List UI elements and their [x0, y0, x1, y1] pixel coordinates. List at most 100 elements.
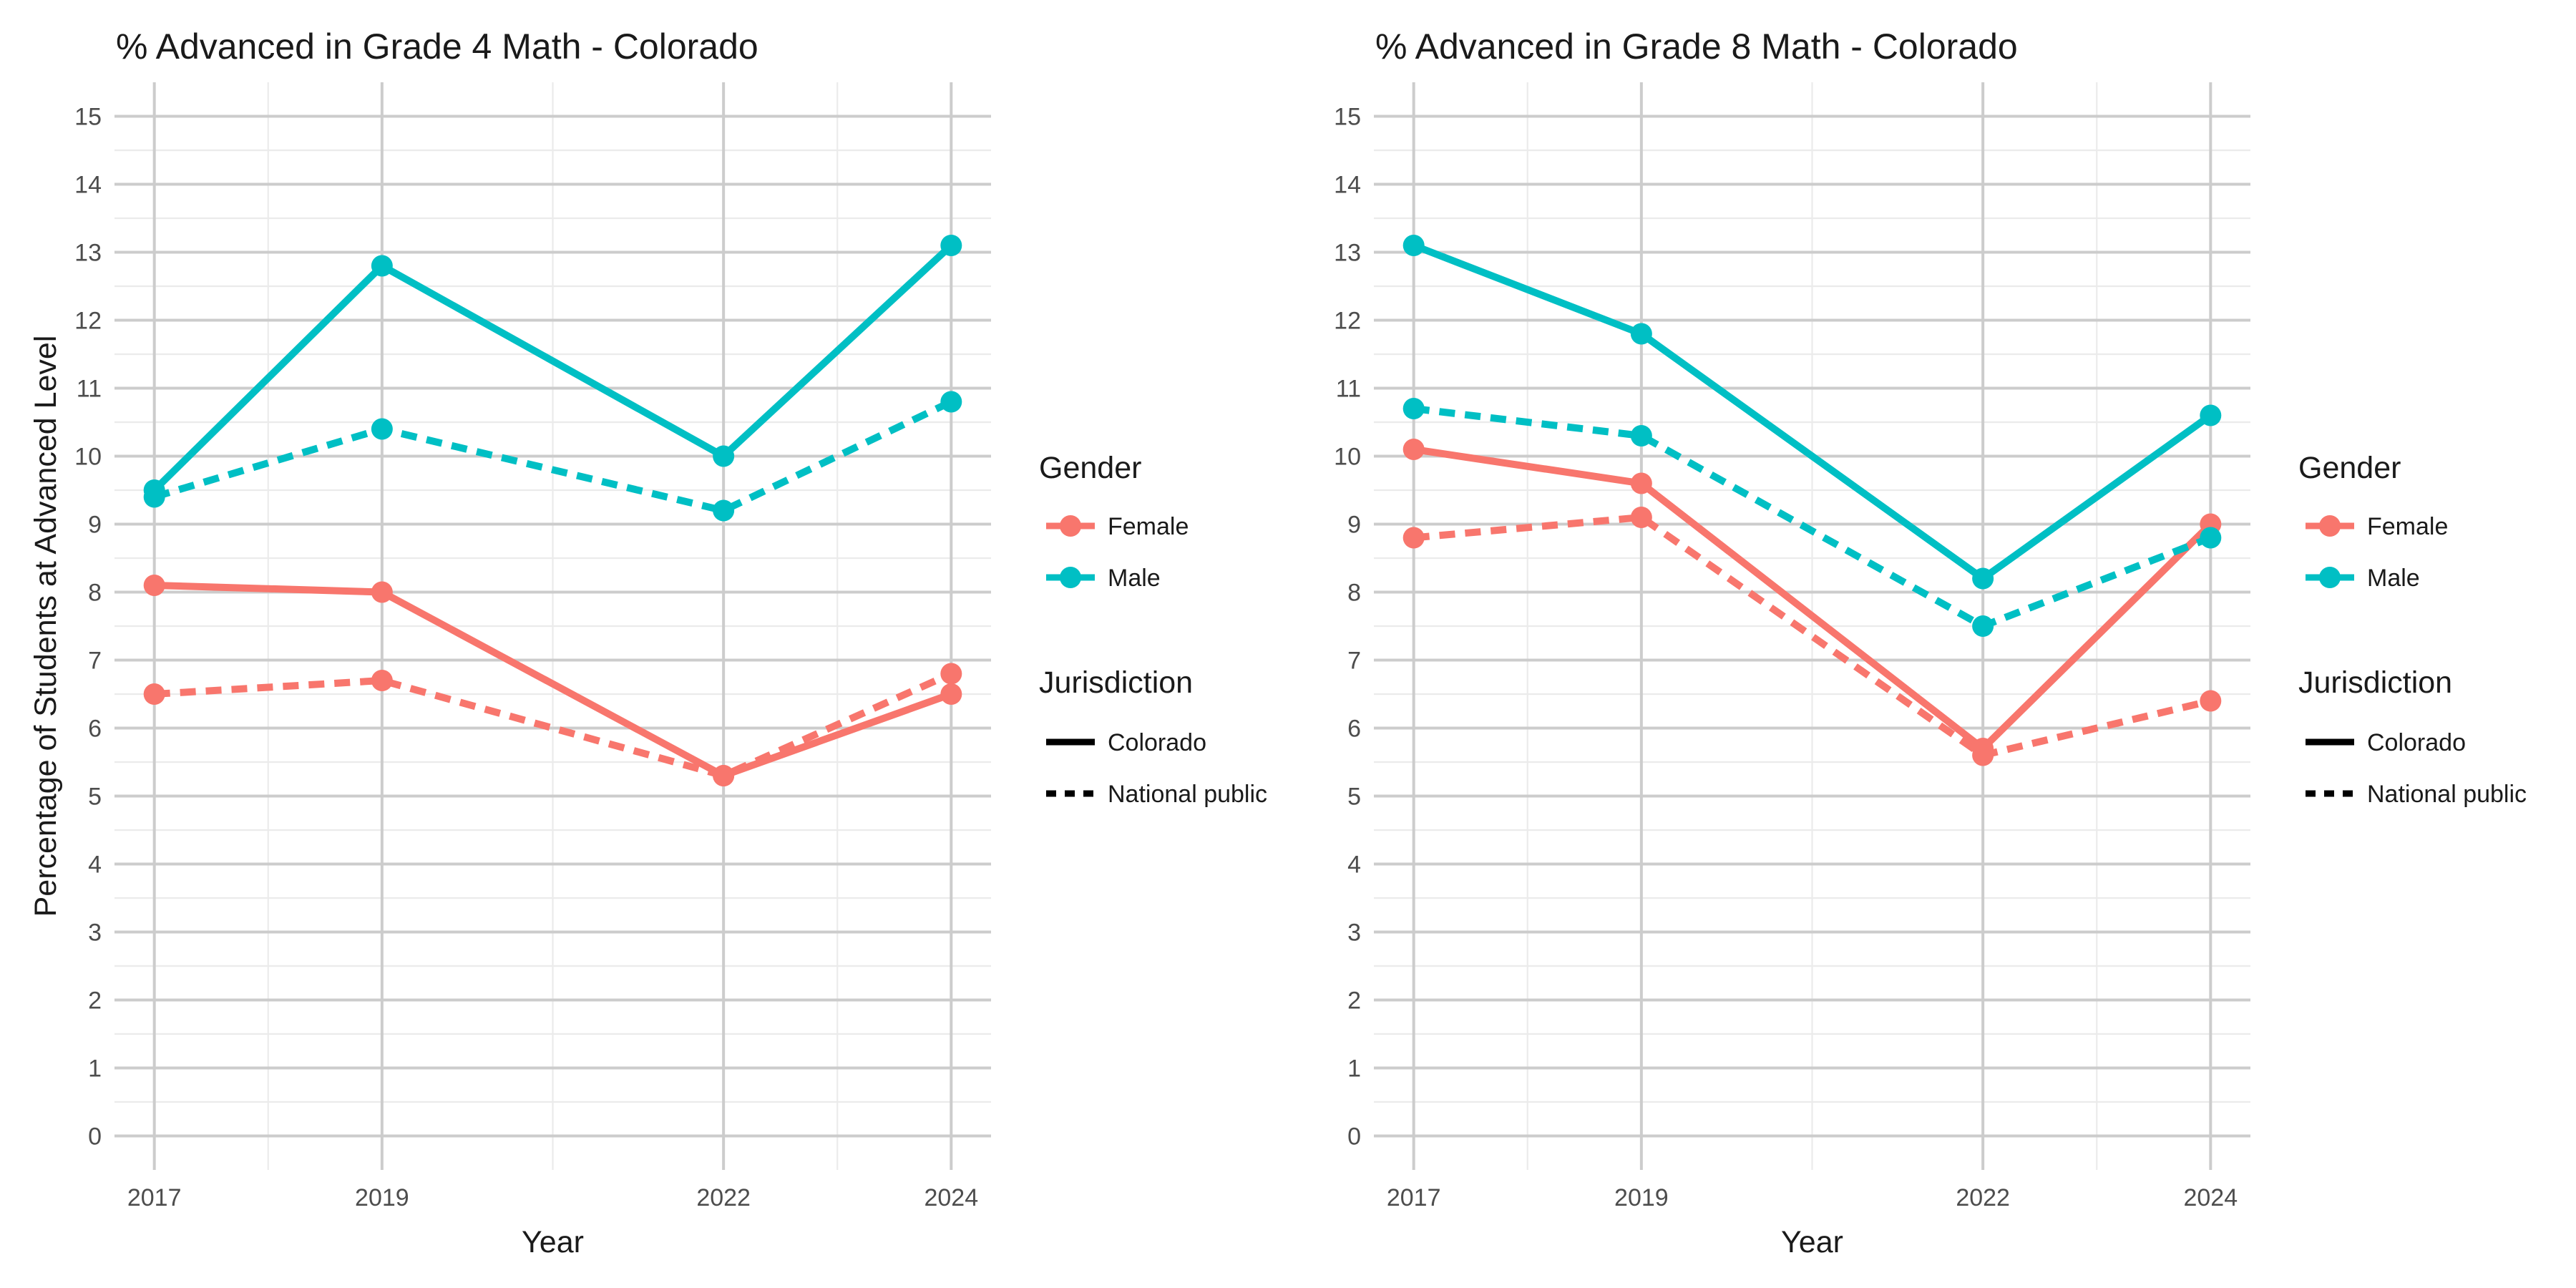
y-tick-label: 15: [1334, 104, 1361, 131]
y-tick-label: 2: [88, 987, 102, 1015]
data-point-female: [371, 670, 393, 691]
y-tick-label: 0: [88, 1123, 102, 1151]
x-tick-label: 2017: [127, 1184, 182, 1211]
y-tick-label: 9: [88, 512, 102, 539]
y-tick-label: 5: [88, 784, 102, 811]
data-point-male: [1972, 615, 1994, 637]
x-tick-label: 2024: [924, 1184, 978, 1211]
legend-key-point: [1060, 515, 1081, 537]
series-line-female-colorado: [1413, 446, 2213, 752]
x-axis-label: Year: [1781, 1225, 1843, 1259]
legend-item-label: Colorado: [2367, 729, 2466, 756]
y-tick-label: 6: [88, 716, 102, 743]
x-tick-label: 2019: [355, 1184, 409, 1211]
legend-item-label: Colorado: [1108, 729, 1206, 756]
data-point-female: [143, 575, 165, 596]
y-tick-label: 9: [1347, 512, 1361, 539]
series-line-male-colorado: [1412, 242, 2213, 582]
y-tick-label: 1: [88, 1055, 102, 1083]
data-point-female: [940, 663, 962, 685]
data-point-female: [1630, 472, 1652, 494]
legend-item-label: National public: [1108, 781, 1267, 808]
y-tick-label: 0: [1347, 1123, 1361, 1151]
x-tick-label: 2019: [1614, 1184, 1669, 1211]
y-tick-label: 14: [74, 172, 102, 199]
y-tick-label: 11: [77, 376, 102, 403]
data-point-female: [2200, 690, 2222, 712]
series-line-female-national-public: [154, 670, 953, 779]
data-point-female: [713, 765, 735, 786]
data-point-female: [371, 581, 393, 603]
legend-item-label: National public: [2367, 781, 2527, 808]
data-point-female: [1630, 507, 1652, 528]
data-point-male: [143, 486, 165, 508]
series-line-female-colorado: [154, 582, 952, 779]
data-point-male: [1630, 323, 1652, 345]
legend-title-jurisdiction: Jurisdiction: [1039, 665, 1193, 700]
y-tick-label: 6: [1347, 716, 1361, 743]
y-tick-label: 12: [1334, 308, 1361, 335]
data-point-male: [371, 255, 393, 277]
y-tick-label: 7: [88, 648, 102, 675]
series-line-male-national-public: [153, 398, 953, 514]
data-point-male: [2200, 527, 2222, 549]
series-line-male-colorado: [152, 243, 954, 493]
data-point-male: [2200, 404, 2222, 426]
y-tick-label: 8: [1347, 580, 1361, 607]
y-tick-label: 3: [88, 919, 102, 947]
data-point-female: [940, 683, 962, 705]
data-point-female: [143, 683, 165, 705]
data-point-male: [371, 418, 393, 440]
legend-key-point: [2319, 567, 2341, 588]
y-tick-label: 4: [88, 852, 102, 879]
legend-title-gender: Gender: [2298, 451, 2401, 485]
legend: Gender Female Male Jurisdiction Colorado Nati…: [1039, 451, 1267, 808]
legend-key-point: [1060, 567, 1081, 588]
legend-item-label: Male: [1108, 565, 1161, 592]
y-axis-label: Percentage of Students at Advanced Level: [29, 336, 63, 917]
data-point-female: [1402, 527, 1425, 549]
y-tick-label: 4: [1347, 852, 1361, 879]
y-tick-label: 10: [74, 444, 102, 471]
legend-key-point: [2319, 515, 2341, 537]
legend-item-label: Male: [2367, 565, 2420, 592]
y-tick-label: 13: [74, 240, 102, 267]
y-tick-label: 15: [74, 104, 102, 131]
legend-title-jurisdiction: Jurisdiction: [2298, 665, 2452, 700]
data-point-male: [940, 235, 962, 256]
y-tick-label: 3: [1347, 919, 1361, 947]
x-tick-label: 2024: [2183, 1184, 2238, 1211]
data-point-male: [1630, 425, 1652, 447]
data-point-male: [713, 499, 735, 522]
data-point-male: [1972, 567, 1994, 590]
x-tick-label: 2022: [696, 1184, 751, 1211]
chart-title: % Advanced in Grade 4 Math - Colorado: [116, 26, 758, 67]
y-tick-label: 2: [1347, 987, 1361, 1015]
x-tick-label: 2022: [1956, 1184, 2010, 1211]
y-tick-label: 7: [1347, 648, 1361, 675]
legend-item-label: Female: [1108, 513, 1189, 540]
legend: Gender Female Male Jurisdiction Colorado Nati…: [2298, 451, 2527, 808]
chart-title: % Advanced in Grade 8 Math - Colorado: [1375, 26, 2018, 67]
x-tick-label: 2017: [1387, 1184, 1441, 1211]
data-point-male: [1402, 235, 1425, 256]
data-point-female: [1402, 439, 1425, 460]
y-tick-label: 5: [1347, 784, 1361, 811]
y-tick-label: 10: [1334, 444, 1361, 471]
legend-item-label: Female: [2367, 513, 2448, 540]
y-tick-label: 14: [1334, 172, 1361, 199]
series-line-male-national-public: [1413, 405, 2212, 630]
y-tick-label: 11: [1336, 376, 1361, 403]
series-line-female-national-public: [1413, 514, 2212, 759]
x-axis-label: Year: [522, 1225, 584, 1259]
y-tick-label: 8: [88, 580, 102, 607]
data-point-male: [1402, 398, 1425, 419]
y-tick-label: 12: [74, 308, 102, 335]
y-tick-label: 13: [1334, 240, 1361, 267]
y-tick-label: 1: [1347, 1055, 1361, 1083]
data-point-female: [1972, 744, 1994, 766]
legend-title-gender: Gender: [1039, 451, 1141, 485]
